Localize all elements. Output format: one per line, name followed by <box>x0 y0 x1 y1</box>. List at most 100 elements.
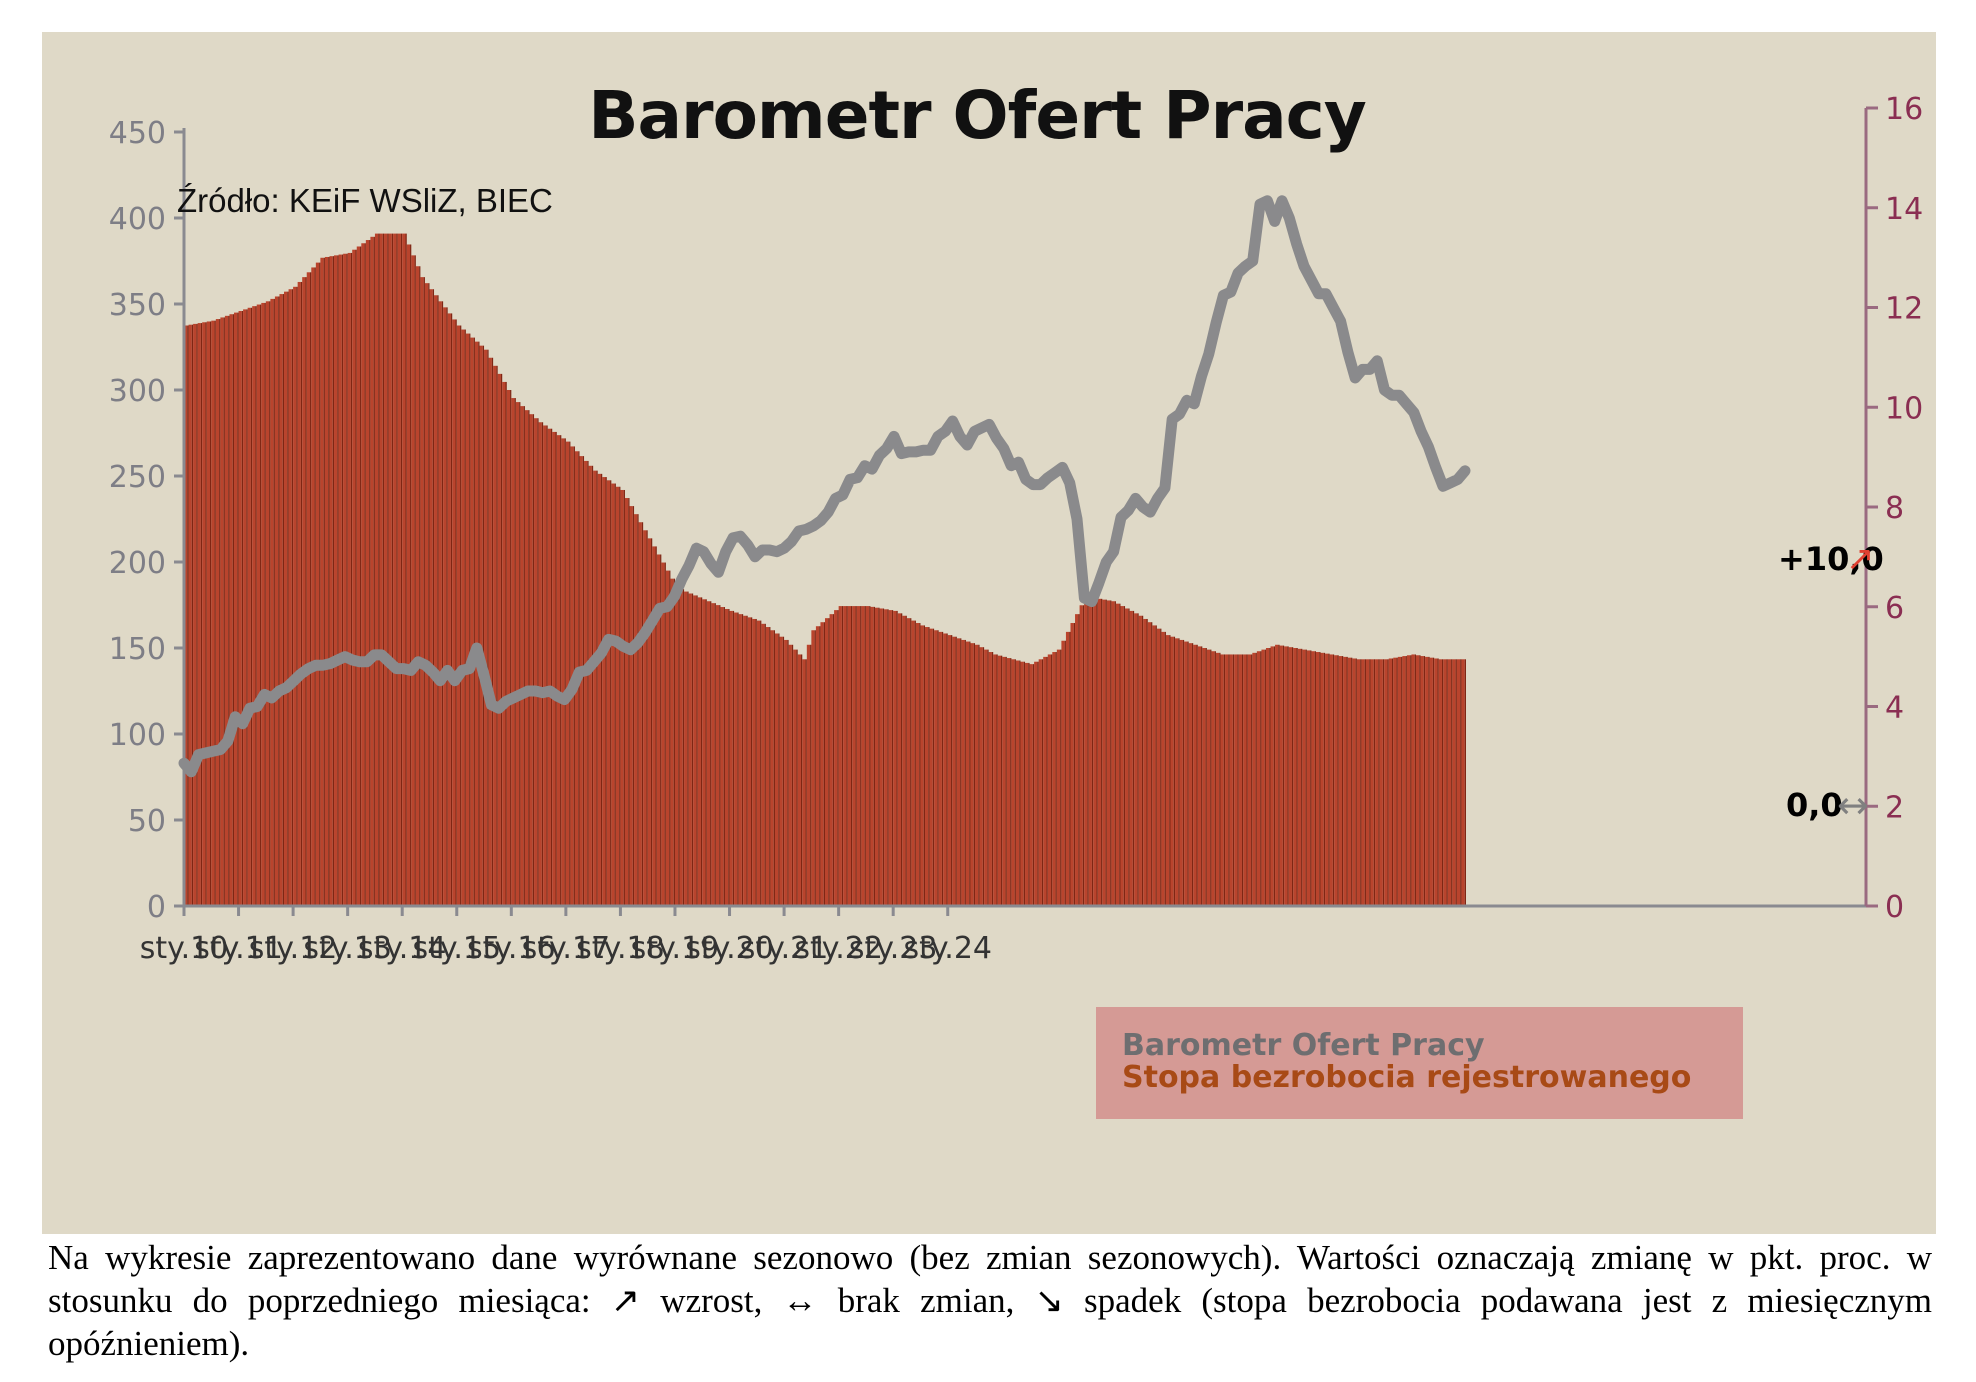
bar-shade <box>682 589 685 906</box>
bar <box>879 608 883 906</box>
bar-shade <box>1232 654 1235 906</box>
bar <box>1161 631 1165 907</box>
bar <box>520 406 524 906</box>
bar-shade <box>723 607 725 906</box>
bar-shade <box>660 554 662 906</box>
bar-shade <box>805 659 807 906</box>
bar <box>1261 649 1265 906</box>
bar <box>920 625 924 906</box>
bar-shade <box>364 243 366 906</box>
bar <box>1434 658 1438 906</box>
bar-shade <box>346 253 348 907</box>
bar-shade <box>851 606 853 906</box>
bar-shade <box>728 608 730 906</box>
bar <box>1370 659 1374 906</box>
bar <box>1447 659 1452 906</box>
bar <box>961 639 965 906</box>
bar-shade <box>396 233 398 907</box>
bar <box>220 317 224 906</box>
bar-shade <box>1187 641 1189 906</box>
bar <box>1420 656 1424 906</box>
bar <box>352 249 356 906</box>
bar-shade <box>946 633 948 906</box>
bar <box>702 599 706 906</box>
bar <box>1029 664 1033 907</box>
bar-shade <box>505 381 507 906</box>
bar <box>247 307 251 906</box>
bar <box>265 301 270 906</box>
bar-shade <box>523 406 525 906</box>
bar-shade <box>1401 656 1403 906</box>
bar <box>1188 643 1192 906</box>
bar-shade <box>373 236 375 906</box>
y-right-tick-label: 2 <box>1885 790 1904 825</box>
bar-shade <box>1410 655 1412 906</box>
bar <box>979 647 983 906</box>
bar-shade <box>623 489 625 906</box>
bar-shade <box>1360 659 1362 906</box>
bar <box>1243 654 1247 906</box>
bar-shade <box>960 638 962 906</box>
bar <box>297 281 301 906</box>
bar <box>188 324 192 906</box>
bar <box>856 606 861 906</box>
bar-shade <box>600 473 603 906</box>
bar-shade <box>550 428 553 906</box>
bar-shade <box>1451 659 1453 906</box>
bar <box>284 291 288 906</box>
bar <box>1052 652 1056 906</box>
bar <box>711 603 715 906</box>
bar <box>1106 600 1111 906</box>
x-tick-label: sty.14 <box>358 931 447 966</box>
bar <box>1020 661 1024 906</box>
bar <box>656 554 661 906</box>
bar-shade <box>1432 657 1435 906</box>
bar <box>1179 639 1183 906</box>
x-tick-label: sty.15 <box>412 931 501 966</box>
x-tick-label: sty.20 <box>685 931 774 966</box>
bar-shade <box>964 639 966 906</box>
bar-shade <box>1073 623 1076 906</box>
bar-shade <box>910 618 912 906</box>
bar <box>1234 654 1238 906</box>
bar-shade <box>1060 649 1062 906</box>
bar-shade <box>514 398 516 906</box>
bar-shade <box>428 283 430 906</box>
bar-shade <box>569 441 571 906</box>
y-left-tick-label: 100 <box>109 718 166 753</box>
bar <box>1397 656 1402 906</box>
bar <box>915 623 920 906</box>
bar-shade <box>1341 656 1344 906</box>
bar <box>1334 655 1338 906</box>
bar-shade <box>1423 656 1426 906</box>
bar <box>1329 654 1333 906</box>
bar <box>870 606 874 906</box>
bar-shade <box>1151 622 1153 906</box>
bar-shade <box>264 302 266 906</box>
bar <box>797 654 801 906</box>
bar-shade <box>1382 659 1385 906</box>
bar-shade <box>305 277 307 907</box>
bar <box>224 315 229 907</box>
bar <box>947 635 952 906</box>
bar <box>534 418 538 906</box>
bar <box>1125 608 1129 906</box>
bar <box>629 506 633 906</box>
bar <box>688 593 692 906</box>
bar-shade <box>1087 596 1089 906</box>
bar <box>515 402 520 906</box>
bar <box>293 286 297 906</box>
bar <box>1252 652 1256 906</box>
bar-shade <box>473 337 475 907</box>
bar-shade <box>1332 654 1335 906</box>
bar-shade <box>1210 649 1212 906</box>
bar-shade <box>241 310 244 906</box>
bar-shade <box>250 307 253 906</box>
bar-shade <box>582 456 585 906</box>
bar-shade <box>1146 618 1148 906</box>
bar-shade <box>814 630 816 906</box>
bar <box>338 254 342 907</box>
bar <box>470 337 474 907</box>
bar <box>615 486 620 906</box>
bar-shade <box>632 506 635 906</box>
